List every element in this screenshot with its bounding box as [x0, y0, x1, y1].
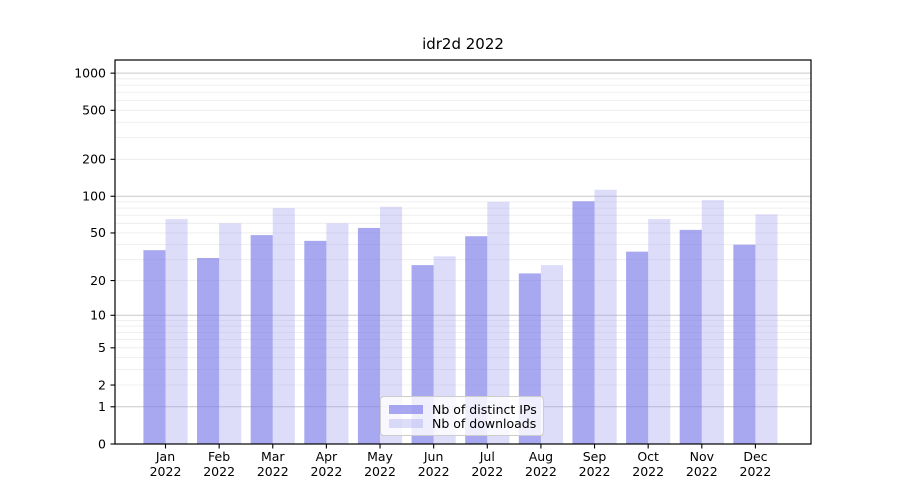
bar-jul-downloads [487, 201, 510, 444]
bar-apr-distinct-ips [304, 240, 327, 444]
bar-dec-downloads [755, 214, 778, 444]
x-tick-label-month: Feb [208, 449, 230, 464]
x-axis-ticks-labels: Jan2022Feb2022Mar2022Apr2022May2022Jun20… [150, 444, 772, 479]
legend-swatch-downloads [389, 418, 423, 428]
plot-spines [114, 59, 812, 445]
x-tick-label-year: 2022 [471, 464, 503, 479]
bar-mar-downloads [272, 208, 295, 444]
bar-jan-distinct-ips [143, 250, 166, 444]
chart-title: idr2d 2022 [422, 35, 504, 53]
bar-oct-distinct-ips [626, 251, 649, 444]
y-tick-label: 10 [90, 308, 106, 323]
y-axis-ticks-labels: 0 1 2 5 10 20 50 100 200 500 1000 [74, 65, 115, 451]
x-tick-label-month: May [367, 449, 393, 464]
legend-swatch-distinct-ips [389, 404, 423, 414]
bar-may-distinct-ips [357, 227, 381, 444]
legend-label-downloads: Nb of downloads [432, 415, 537, 431]
bar-jul-distinct-ips [465, 236, 488, 444]
plot-border [114, 59, 812, 445]
bar-sep-distinct-ips [572, 201, 595, 444]
x-tick-label-month: Sep [583, 449, 607, 464]
x-tick-label-month: Nov [690, 449, 715, 464]
x-tick-label-year: 2022 [632, 464, 664, 479]
bar-may-downloads [380, 206, 403, 444]
y-tick-label: 50 [90, 225, 106, 240]
y-tick-label: 1 [98, 399, 106, 414]
y-tick-label: 100 [82, 189, 106, 204]
x-tick-label-year: 2022 [579, 464, 611, 479]
bar-oct-downloads [648, 219, 671, 444]
bars-distinct-ips [143, 201, 756, 444]
legend: Nb of distinct IPs Nb of downloads [380, 396, 544, 436]
x-tick-label-month: Mar [261, 449, 285, 464]
x-tick-label-year: 2022 [257, 464, 289, 479]
bar-aug-downloads [540, 265, 564, 444]
x-tick-label-year: 2022 [203, 464, 235, 479]
x-tick-label-year: 2022 [525, 464, 557, 479]
bar-mar-distinct-ips [250, 235, 273, 444]
x-tick-label-month: Apr [316, 449, 338, 464]
x-tick-label-year: 2022 [740, 464, 772, 479]
bar-nov-downloads [701, 200, 724, 444]
y-tick-label: 500 [82, 103, 106, 118]
x-tick-label-month: Oct [637, 449, 659, 464]
y-tick-label: 5 [98, 340, 106, 355]
bar-feb-downloads [219, 223, 242, 444]
bar-nov-distinct-ips [679, 229, 702, 444]
legend-item-downloads: Nb of downloads [389, 415, 537, 431]
x-tick-label-year: 2022 [418, 464, 450, 479]
x-tick-label-month: Jun [423, 449, 444, 464]
y-tick-label: 20 [90, 273, 106, 288]
bar-dec-distinct-ips [733, 244, 756, 444]
y-tick-label: 200 [82, 152, 106, 167]
x-tick-label-year: 2022 [364, 464, 396, 479]
y-tick-label: 1000 [74, 65, 106, 80]
bars-downloads [165, 189, 778, 444]
bar-apr-downloads [326, 223, 349, 444]
x-tick-label-month: Dec [743, 449, 767, 464]
y-tick-label: 0 [98, 436, 106, 451]
legend-item-distinct-ips: Nb of distinct IPs [389, 401, 537, 417]
x-tick-label-year: 2022 [310, 464, 342, 479]
bar-sep-downloads [594, 189, 617, 444]
legend-label-distinct-ips: Nb of distinct IPs [432, 401, 537, 417]
bar-feb-distinct-ips [197, 257, 220, 444]
bar-jan-downloads [165, 219, 188, 444]
x-tick-label-month: Jul [479, 449, 495, 464]
x-tick-label-month: Jan [155, 449, 175, 464]
x-tick-label-year: 2022 [150, 464, 182, 479]
y-tick-label: 2 [98, 377, 106, 392]
x-tick-label-month: Aug [529, 449, 553, 464]
x-tick-label-year: 2022 [686, 464, 718, 479]
